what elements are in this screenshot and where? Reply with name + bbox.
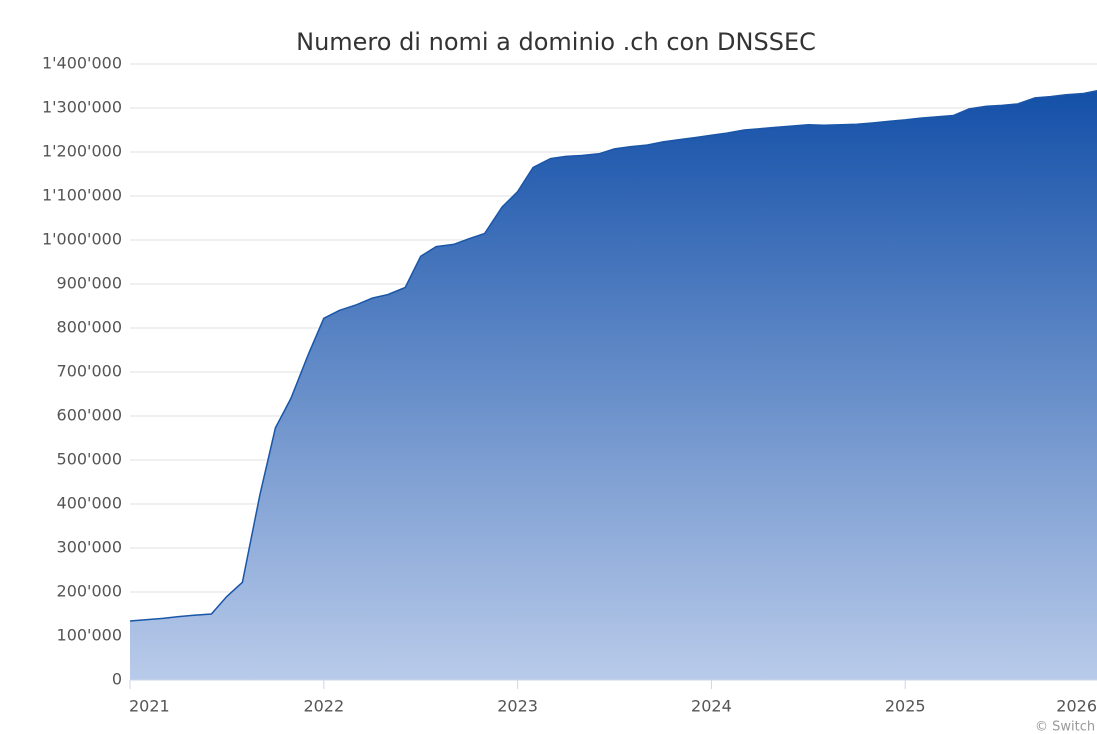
y-tick-label: 700'000 <box>57 362 122 381</box>
x-tick-label: 2023 <box>497 697 538 716</box>
y-tick-label: 1'300'000 <box>42 98 122 117</box>
y-tick-label: 1'100'000 <box>42 186 122 205</box>
chart-title: Numero di nomi a dominio .ch con DNSSEC <box>296 28 816 56</box>
y-tick-label: 800'000 <box>57 318 122 337</box>
x-tick-label: 2022 <box>303 697 344 716</box>
y-tick-label: 1'000'000 <box>42 230 122 249</box>
y-tick-label: 500'000 <box>57 450 122 469</box>
y-tick-label: 1'400'000 <box>42 54 122 73</box>
x-tick-label: 2026 <box>1056 697 1097 716</box>
y-tick-label: 0 <box>112 670 122 689</box>
x-tick-label: 2024 <box>691 697 732 716</box>
line <box>129 90 1097 622</box>
x-tick-label: 2021 <box>129 697 170 716</box>
x-tick-label: 2025 <box>885 697 926 716</box>
y-tick-label: 200'000 <box>57 582 122 601</box>
credit: © Switch <box>1035 720 1095 734</box>
area <box>130 90 1097 680</box>
y-tick-label: 100'000 <box>57 626 122 645</box>
y-tick-label: 300'000 <box>57 538 122 557</box>
y-tick-label: 400'000 <box>57 494 122 513</box>
y-tick-label: 600'000 <box>57 406 122 425</box>
y-tick-label: 900'000 <box>57 274 122 293</box>
y-tick-label: 1'200'000 <box>42 142 122 161</box>
